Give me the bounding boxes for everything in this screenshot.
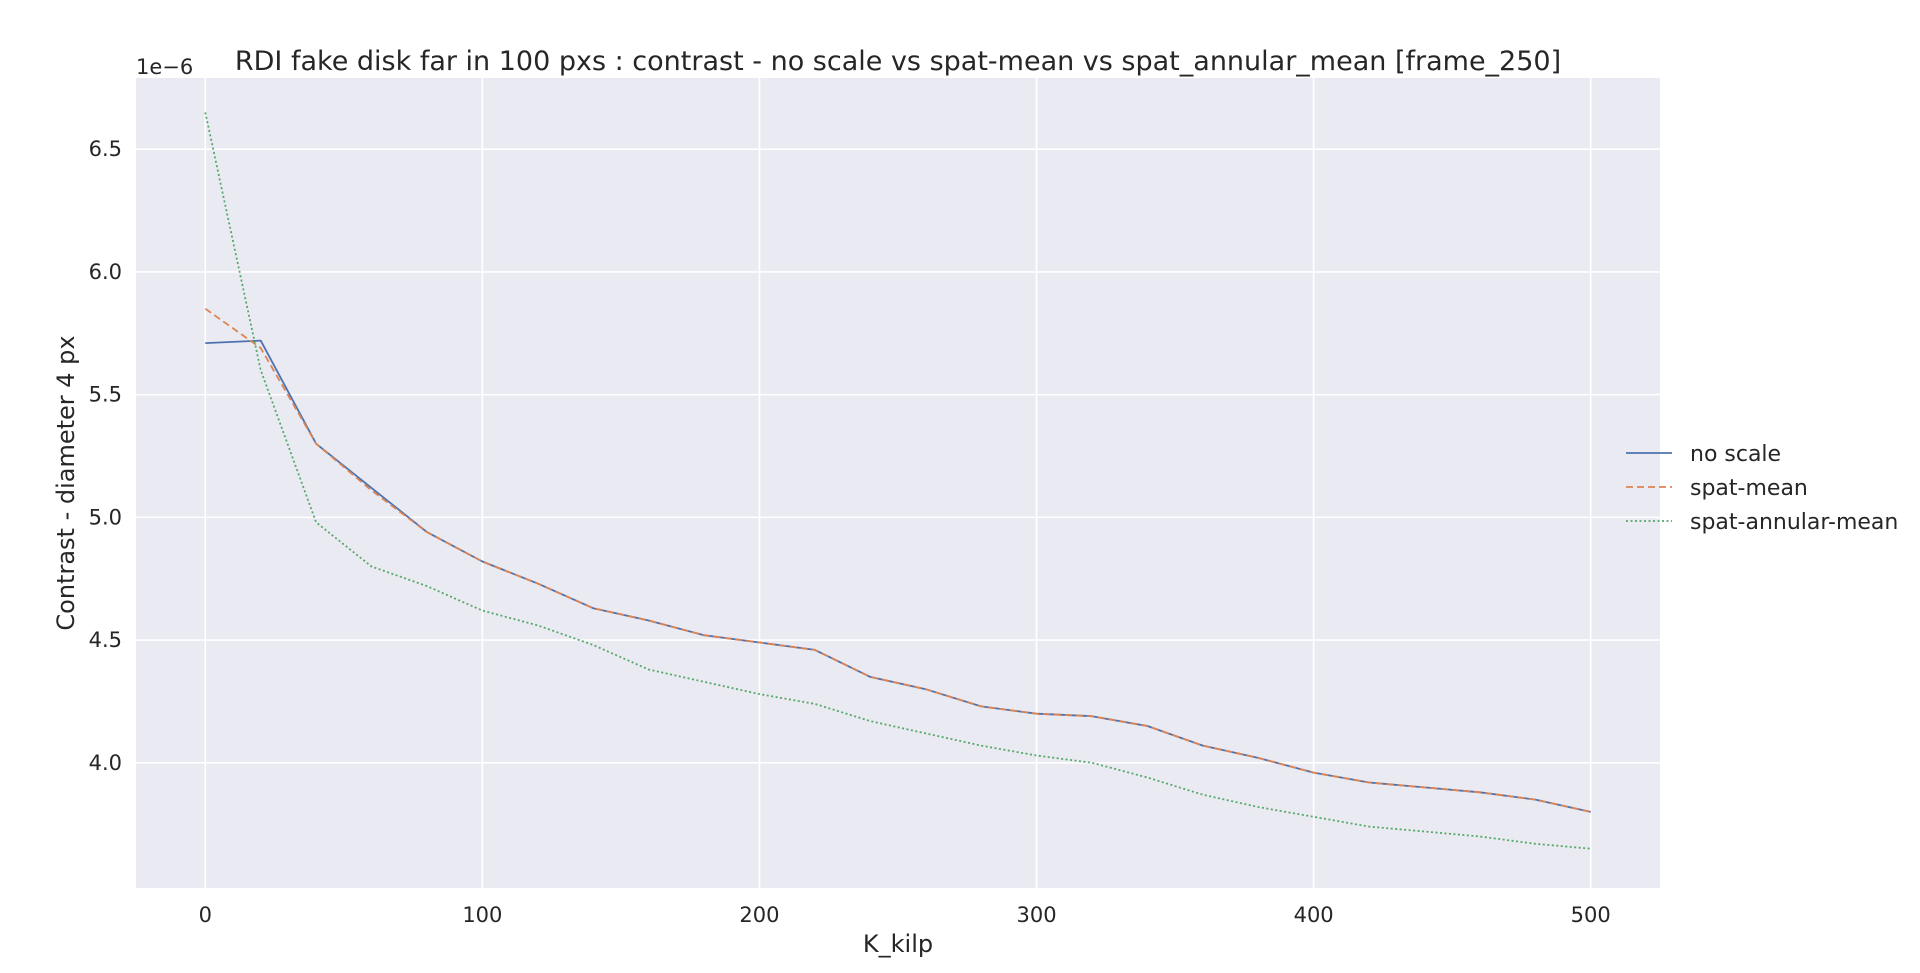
x-axis-ticks: 0 100 200 300 400 500 — [199, 903, 1611, 927]
x-tick-label: 500 — [1571, 903, 1611, 927]
legend: no scale spat-mean spat-annular-mean — [1626, 442, 1898, 535]
series-line-spat-mean — [204, 307, 1591, 813]
y-tick-label: 4.5 — [89, 628, 122, 652]
y-tick-label: 6.5 — [89, 137, 122, 161]
y-axis-label: Contrast - diameter 4 px — [52, 335, 80, 630]
x-axis-label: K_kilp — [863, 930, 933, 958]
series-line-spat-annular-mean — [204, 112, 1591, 850]
x-tick-label: 400 — [1294, 903, 1334, 927]
plot-background — [136, 78, 1660, 888]
y-axis-ticks: 4.0 4.5 5.0 5.5 6.0 6.5 — [89, 137, 122, 775]
legend-label: no scale — [1690, 442, 1781, 467]
grid — [136, 78, 1660, 888]
y-offset-text: 1e−6 — [136, 55, 193, 79]
x-tick-label: 200 — [739, 903, 779, 927]
legend-label: spat-annular-mean — [1690, 510, 1898, 535]
legend-label: spat-mean — [1690, 476, 1808, 501]
y-tick-label: 5.5 — [89, 383, 122, 407]
y-tick-label: 5.0 — [89, 505, 122, 529]
series-layer — [204, 112, 1591, 850]
x-tick-label: 0 — [199, 903, 212, 927]
y-tick-label: 6.0 — [89, 260, 122, 284]
x-tick-label: 300 — [1016, 903, 1056, 927]
chart-title: RDI fake disk far in 100 pxs : contrast … — [235, 46, 1561, 77]
x-tick-label: 100 — [462, 903, 502, 927]
y-tick-label: 4.0 — [89, 751, 122, 775]
